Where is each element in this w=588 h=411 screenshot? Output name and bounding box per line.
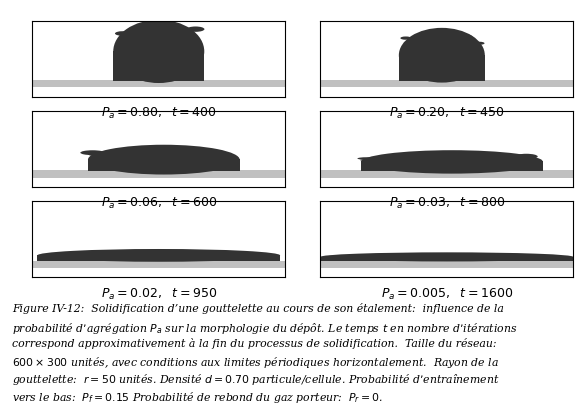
Ellipse shape [410,41,418,44]
Ellipse shape [454,34,473,40]
Ellipse shape [424,60,442,65]
Ellipse shape [497,155,513,157]
Ellipse shape [181,60,191,63]
Ellipse shape [189,153,214,157]
Ellipse shape [360,159,389,162]
Ellipse shape [113,20,204,83]
Ellipse shape [162,63,172,66]
Ellipse shape [162,155,172,157]
Ellipse shape [208,153,225,155]
Ellipse shape [320,252,573,261]
Ellipse shape [140,27,157,32]
Ellipse shape [71,253,91,254]
Ellipse shape [88,152,105,156]
Ellipse shape [361,150,543,173]
Ellipse shape [191,254,210,255]
Ellipse shape [124,155,149,159]
Ellipse shape [392,156,418,162]
Ellipse shape [358,157,376,160]
Ellipse shape [153,254,169,255]
Ellipse shape [166,67,186,73]
Ellipse shape [213,153,226,158]
Bar [399,55,485,81]
Text: $P_a = 0.80,\ \ t = 400$: $P_a = 0.80,\ \ t = 400$ [101,106,217,121]
Ellipse shape [403,160,426,164]
Ellipse shape [145,56,161,61]
Text: probabilité d’agrégation $P_a$ sur la morphologie du dépôt. Le temps $t$ en nomb: probabilité d’agrégation $P_a$ sur la mo… [12,321,517,335]
Ellipse shape [117,158,133,160]
Ellipse shape [400,37,411,40]
Ellipse shape [38,249,280,262]
Ellipse shape [64,252,75,253]
Ellipse shape [423,60,438,64]
Ellipse shape [115,31,130,36]
Ellipse shape [194,158,212,160]
Bar [320,256,573,261]
Ellipse shape [446,154,464,160]
Bar [32,261,285,268]
Bar [320,261,573,268]
Text: vers le bas:  $P_{f} = 0.15$ Probabilité de rebond du gaz porteur:  $P_{r} = 0$.: vers le bas: $P_{f} = 0.15$ Probabilité … [12,390,383,404]
Ellipse shape [514,154,537,159]
Ellipse shape [467,256,476,258]
Text: $P_a = 0.02,\ \ t = 950$: $P_a = 0.02,\ \ t = 950$ [101,286,217,302]
Ellipse shape [150,35,160,39]
Text: $600 \times 300$ unités, avec conditions aux limites périodiques horizontalement: $600 \times 300$ unités, avec conditions… [12,355,499,370]
Bar [38,255,280,261]
Ellipse shape [126,56,140,60]
Ellipse shape [383,254,401,256]
Text: $P_a = 0.20,\ \ t = 450$: $P_a = 0.20,\ \ t = 450$ [389,106,505,121]
Text: $P_a = 0.06,\ \ t = 600$: $P_a = 0.06,\ \ t = 600$ [101,196,217,211]
Ellipse shape [475,256,484,258]
Ellipse shape [327,256,342,257]
Bar [88,159,240,171]
Ellipse shape [419,66,435,71]
Ellipse shape [490,159,519,163]
Ellipse shape [532,255,544,256]
Bar [361,161,543,171]
Ellipse shape [123,57,135,60]
Ellipse shape [430,66,444,70]
Text: Figure IV-12:  Solidification d’une gouttelette au cours de son étalement:  infl: Figure IV-12: Solidification d’une goutt… [12,303,504,314]
Ellipse shape [156,44,164,46]
Bar [320,80,573,88]
Ellipse shape [81,150,105,155]
Ellipse shape [191,252,202,254]
Ellipse shape [213,155,232,160]
Text: $P_a = 0.005,\ \ t = 1600$: $P_a = 0.005,\ \ t = 1600$ [381,286,513,302]
Ellipse shape [163,62,172,65]
Ellipse shape [522,159,542,162]
Bar [32,170,285,178]
Text: $P_a = 0.03,\ \ t = 800$: $P_a = 0.03,\ \ t = 800$ [389,196,505,211]
Bar [113,51,204,81]
Ellipse shape [115,254,133,256]
Bar [32,80,285,88]
Ellipse shape [51,253,66,254]
Text: correspond approximativement à la fin du processus de solidification.  Taille du: correspond approximativement à la fin du… [12,338,496,349]
Ellipse shape [473,256,490,257]
Ellipse shape [88,145,240,175]
Ellipse shape [186,26,205,32]
Text: gouttelette:  $r = 50$ unités. Densité $d = 0.70$ particule/cellule. Probabilité: gouttelette: $r = 50$ unités. Densité $d… [12,372,499,387]
Ellipse shape [436,62,455,68]
Ellipse shape [489,254,507,256]
Ellipse shape [445,36,454,39]
Ellipse shape [475,42,485,45]
Ellipse shape [412,69,424,72]
Ellipse shape [372,158,401,161]
Ellipse shape [447,58,462,63]
Ellipse shape [399,28,485,83]
Ellipse shape [449,255,458,257]
Bar [320,170,573,178]
Ellipse shape [122,253,138,254]
